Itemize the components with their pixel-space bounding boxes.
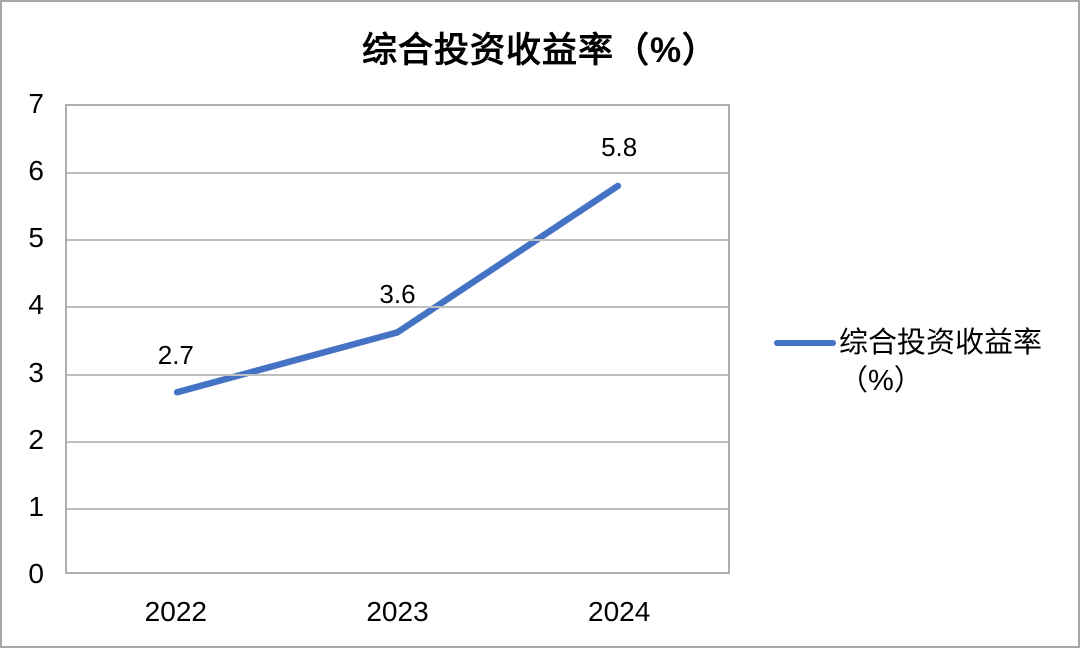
y-tick-label: 1 <box>28 490 44 522</box>
y-tick-label: 2 <box>28 423 44 455</box>
line-path <box>173 182 622 396</box>
gridline <box>67 239 728 242</box>
data-label: 3.6 <box>379 279 416 310</box>
y-tick-label: 4 <box>28 289 44 321</box>
x-tick-label: 2024 <box>588 596 651 627</box>
gridline <box>67 507 728 510</box>
y-tick-label: 7 <box>28 88 44 119</box>
legend: 综合投资收益率（%） <box>774 324 1067 400</box>
y-tick-label: 3 <box>28 356 44 388</box>
data-label: 2.7 <box>157 339 194 370</box>
gridline <box>67 373 728 376</box>
x-tick-label: 2022 <box>144 596 207 627</box>
gridline <box>67 172 728 175</box>
y-tick-label: 5 <box>28 222 44 254</box>
y-tick-label: 6 <box>28 155 44 187</box>
legend-label: 综合投资收益率（%） <box>839 327 1043 397</box>
chart-title: 综合投资收益率（%） <box>361 31 719 70</box>
x-tick-label: 2023 <box>366 596 429 627</box>
data-label: 5.8 <box>601 131 638 162</box>
y-tick-label: 0 <box>28 558 44 589</box>
line-series <box>173 182 622 396</box>
gridline <box>67 440 728 443</box>
gridline <box>67 306 728 309</box>
legend-line-swatch <box>774 340 836 346</box>
plot-area <box>65 104 730 574</box>
